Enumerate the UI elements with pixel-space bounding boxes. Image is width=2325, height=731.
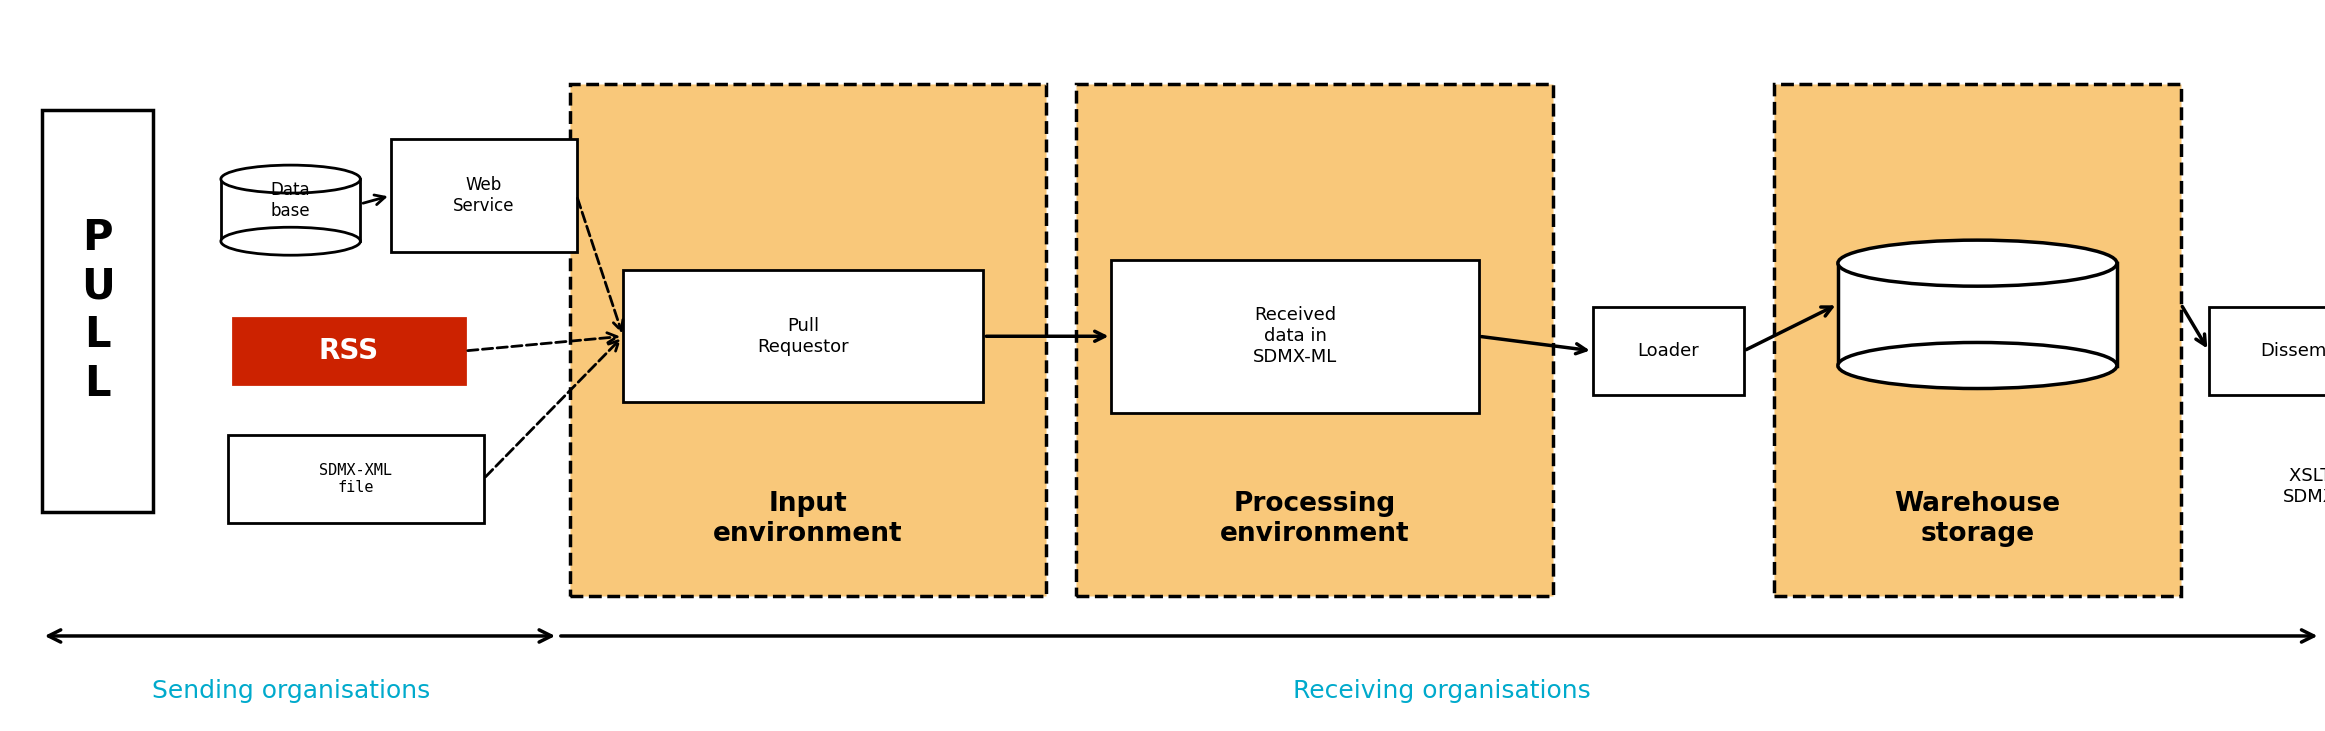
Text: Loader: Loader [1637, 342, 1700, 360]
Bar [1076, 84, 1553, 596]
Bar [228, 435, 484, 523]
Text: Sending organisations: Sending organisations [151, 679, 430, 702]
Text: Dissemination: Dissemination [2260, 342, 2325, 360]
Text: Processing
environment: Processing environment [1221, 491, 1409, 547]
Bar [42, 110, 153, 512]
Text: SDMX-XML
file: SDMX-XML file [319, 463, 393, 495]
Text: Data
base: Data base [270, 181, 312, 220]
Bar [1593, 307, 1744, 395]
Bar [623, 270, 983, 402]
Bar [1111, 260, 1479, 413]
Ellipse shape [1839, 342, 2118, 389]
Bar [221, 179, 360, 241]
Text: Pull
Requestor: Pull Requestor [758, 317, 849, 356]
Text: Warehouse
storage: Warehouse storage [1895, 491, 2060, 547]
Text: Received
data in
SDMX-ML: Received data in SDMX-ML [1253, 306, 1337, 366]
Bar [570, 84, 1046, 596]
Text: Receiving organisations: Receiving organisations [1293, 679, 1590, 702]
Text: Input
environment: Input environment [714, 491, 902, 547]
Text: P
U
L
L: P U L L [81, 217, 114, 404]
Ellipse shape [221, 227, 360, 255]
Ellipse shape [221, 165, 360, 193]
Text: RSS: RSS [319, 337, 379, 365]
Bar [2209, 307, 2325, 395]
Bar [391, 139, 577, 252]
Bar [232, 318, 465, 384]
Bar [1837, 263, 2116, 366]
Text: XSLT for
SDMX-ML: XSLT for SDMX-ML [2283, 466, 2325, 506]
Text: Web
Service: Web Service [453, 176, 514, 215]
Ellipse shape [1839, 240, 2118, 286]
Bar [1774, 84, 2181, 596]
